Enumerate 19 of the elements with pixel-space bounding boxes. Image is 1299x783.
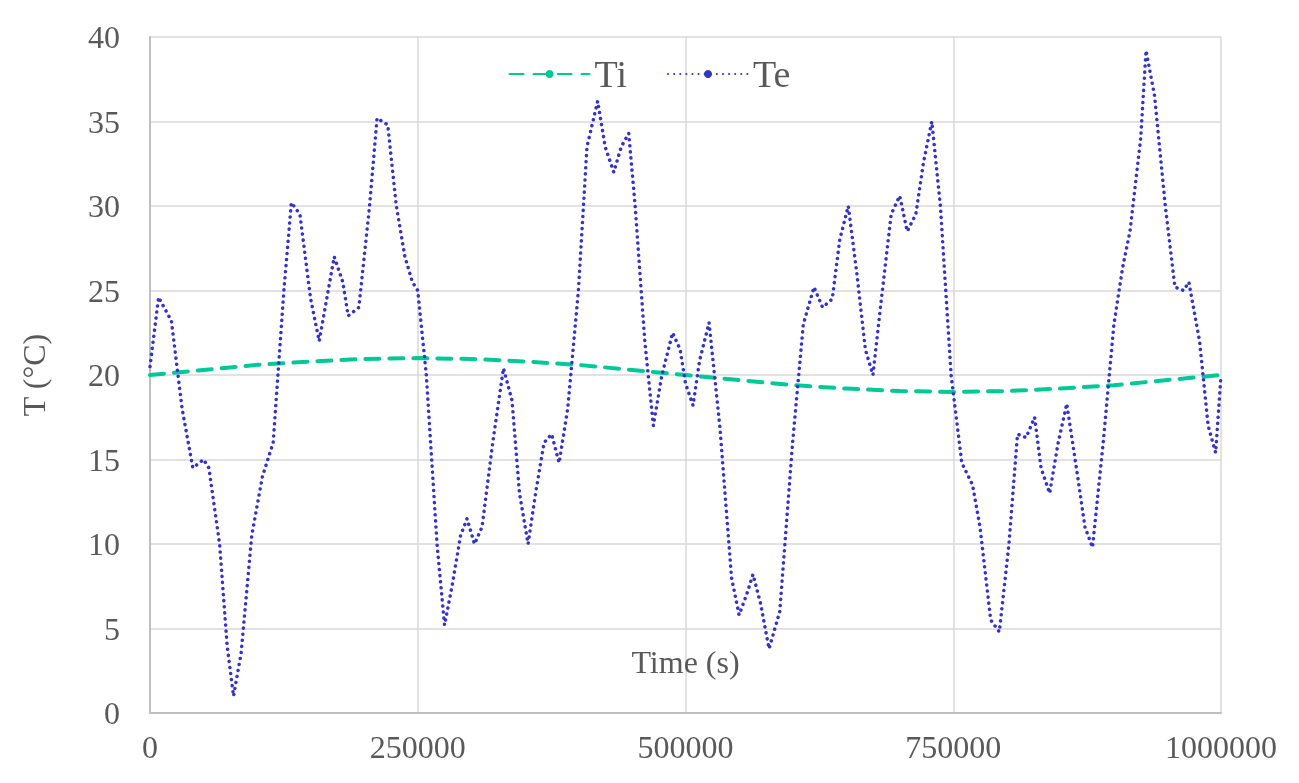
y-tick-label: 20 [88,357,120,393]
y-tick-label: 5 [104,610,120,647]
x-tick-label: 500000 [637,729,734,765]
x-axis-title: Time (s) [631,644,740,680]
line-series [148,48,1223,698]
y-tick-label: 15 [88,441,120,478]
x-tick-label: 0 [142,729,158,765]
x-tick-label: 250000 [369,729,466,765]
y-tick-label: 35 [88,103,120,140]
y-tick-label: 10 [88,526,120,562]
y-tick-label: 0 [104,695,120,731]
legend-label: Te [753,53,791,95]
y-tick-label: 40 [88,19,120,55]
y-axis-title: T (°C) [16,333,52,417]
y-tick-label: 25 [88,272,120,309]
y-tick-label: 30 [88,188,120,224]
x-tick-label: 1000000 [1165,729,1277,765]
x-tick-label: 750000 [905,729,1002,765]
legend-label: Ti [594,53,628,95]
